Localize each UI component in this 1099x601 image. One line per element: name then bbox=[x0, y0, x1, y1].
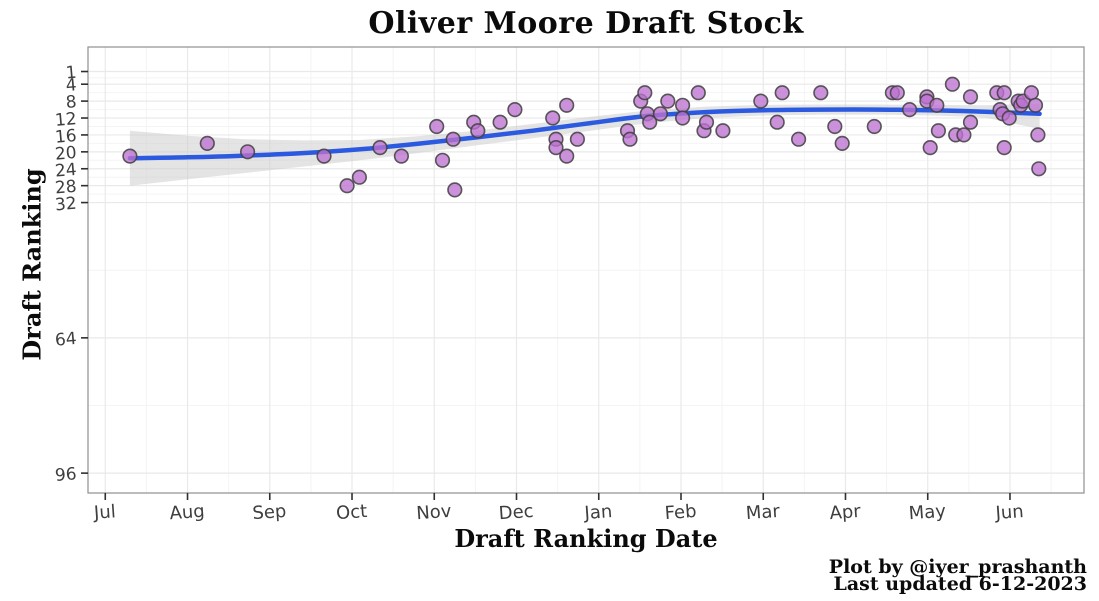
data-point bbox=[622, 131, 638, 147]
data-point bbox=[393, 148, 410, 164]
data-point bbox=[674, 97, 691, 113]
data-point bbox=[922, 140, 938, 156]
data-point bbox=[690, 85, 706, 101]
y-tick-label: 8 bbox=[65, 92, 78, 113]
data-point bbox=[429, 118, 445, 135]
data-point bbox=[445, 131, 461, 147]
x-tick-label: Mar bbox=[745, 501, 781, 524]
data-point bbox=[715, 123, 731, 139]
data-point bbox=[660, 93, 676, 109]
y-tick-label: 12 bbox=[54, 109, 77, 131]
data-point bbox=[962, 89, 979, 105]
data-point bbox=[834, 135, 850, 151]
y-tick-label: 64 bbox=[54, 329, 77, 351]
attribution-line1: Plot by @iyer_prashanth bbox=[828, 556, 1087, 578]
data-point bbox=[1031, 161, 1047, 177]
data-point bbox=[996, 140, 1012, 156]
data-point bbox=[199, 135, 215, 151]
data-point bbox=[507, 101, 523, 118]
data-point bbox=[753, 93, 769, 109]
y-tick-label: 4 bbox=[65, 75, 78, 96]
y-tick-label: 24 bbox=[54, 160, 77, 182]
data-point bbox=[434, 152, 451, 168]
y-tick-label: 28 bbox=[54, 177, 77, 199]
data-point bbox=[962, 114, 979, 130]
x-tick-label: Sep bbox=[252, 501, 287, 524]
x-tick-label: May bbox=[908, 501, 947, 525]
x-tick-label: Apr bbox=[829, 501, 862, 524]
data-point bbox=[559, 97, 575, 113]
data-point bbox=[944, 76, 961, 92]
data-point bbox=[827, 118, 843, 135]
trend-line bbox=[127, 107, 1042, 161]
x-axis-title: Draft Ranking Date bbox=[454, 524, 718, 553]
data-point bbox=[492, 114, 508, 130]
data-point bbox=[996, 85, 1012, 101]
x-tick-label: Jan bbox=[583, 501, 613, 524]
panel-border bbox=[87, 46, 1085, 494]
data-point bbox=[901, 101, 918, 118]
data-point bbox=[674, 110, 691, 126]
attribution-line2: Last updated 6-12-2023 bbox=[833, 573, 1087, 595]
y-axis-title: Draft Ranking bbox=[17, 168, 47, 361]
y-tick-label: 20 bbox=[54, 143, 77, 165]
data-point bbox=[956, 127, 972, 143]
data-point bbox=[652, 106, 669, 122]
attribution: Plot by @iyer_prashanth Last updated 6-1… bbox=[828, 556, 1087, 595]
data-point bbox=[548, 140, 564, 156]
data-point bbox=[569, 131, 586, 147]
data-point bbox=[889, 85, 905, 101]
data-point bbox=[122, 148, 138, 164]
data-point bbox=[339, 178, 355, 194]
data-point bbox=[1001, 110, 1017, 126]
data-point bbox=[769, 114, 785, 130]
data-point bbox=[559, 148, 575, 164]
data-point bbox=[698, 114, 715, 130]
data-point bbox=[372, 140, 388, 156]
data-point bbox=[813, 85, 829, 101]
data-point bbox=[1030, 127, 1046, 143]
y-tick-label: 1 bbox=[65, 63, 78, 84]
x-tick-label: Aug bbox=[169, 501, 206, 524]
data-point bbox=[929, 97, 945, 113]
x-tick-label: Jul bbox=[92, 501, 116, 524]
data-point bbox=[790, 131, 807, 147]
y-tick-label: 16 bbox=[54, 126, 77, 148]
chart-title: Oliver Moore Draft Stock bbox=[368, 6, 804, 41]
data-point bbox=[447, 182, 463, 198]
data-point bbox=[637, 85, 653, 101]
x-tick-label: Dec bbox=[498, 501, 534, 524]
data-point bbox=[866, 118, 882, 135]
x-tick-label: Feb bbox=[664, 501, 697, 524]
x-tick-label: Jun bbox=[994, 501, 1025, 524]
data-point bbox=[774, 85, 790, 101]
data-point bbox=[351, 169, 368, 185]
x-tick-label: Nov bbox=[416, 501, 453, 524]
y-tick-label: 96 bbox=[54, 464, 77, 486]
data-point bbox=[470, 123, 486, 139]
data-point bbox=[316, 148, 332, 164]
data-point bbox=[545, 110, 561, 126]
y-tick-label: 32 bbox=[54, 194, 77, 216]
data-point bbox=[1023, 85, 1039, 101]
x-tick-label: Oct bbox=[335, 501, 368, 524]
data-point bbox=[642, 114, 658, 130]
data-point bbox=[1027, 97, 1044, 113]
data-point bbox=[930, 123, 947, 139]
data-point bbox=[240, 144, 256, 160]
